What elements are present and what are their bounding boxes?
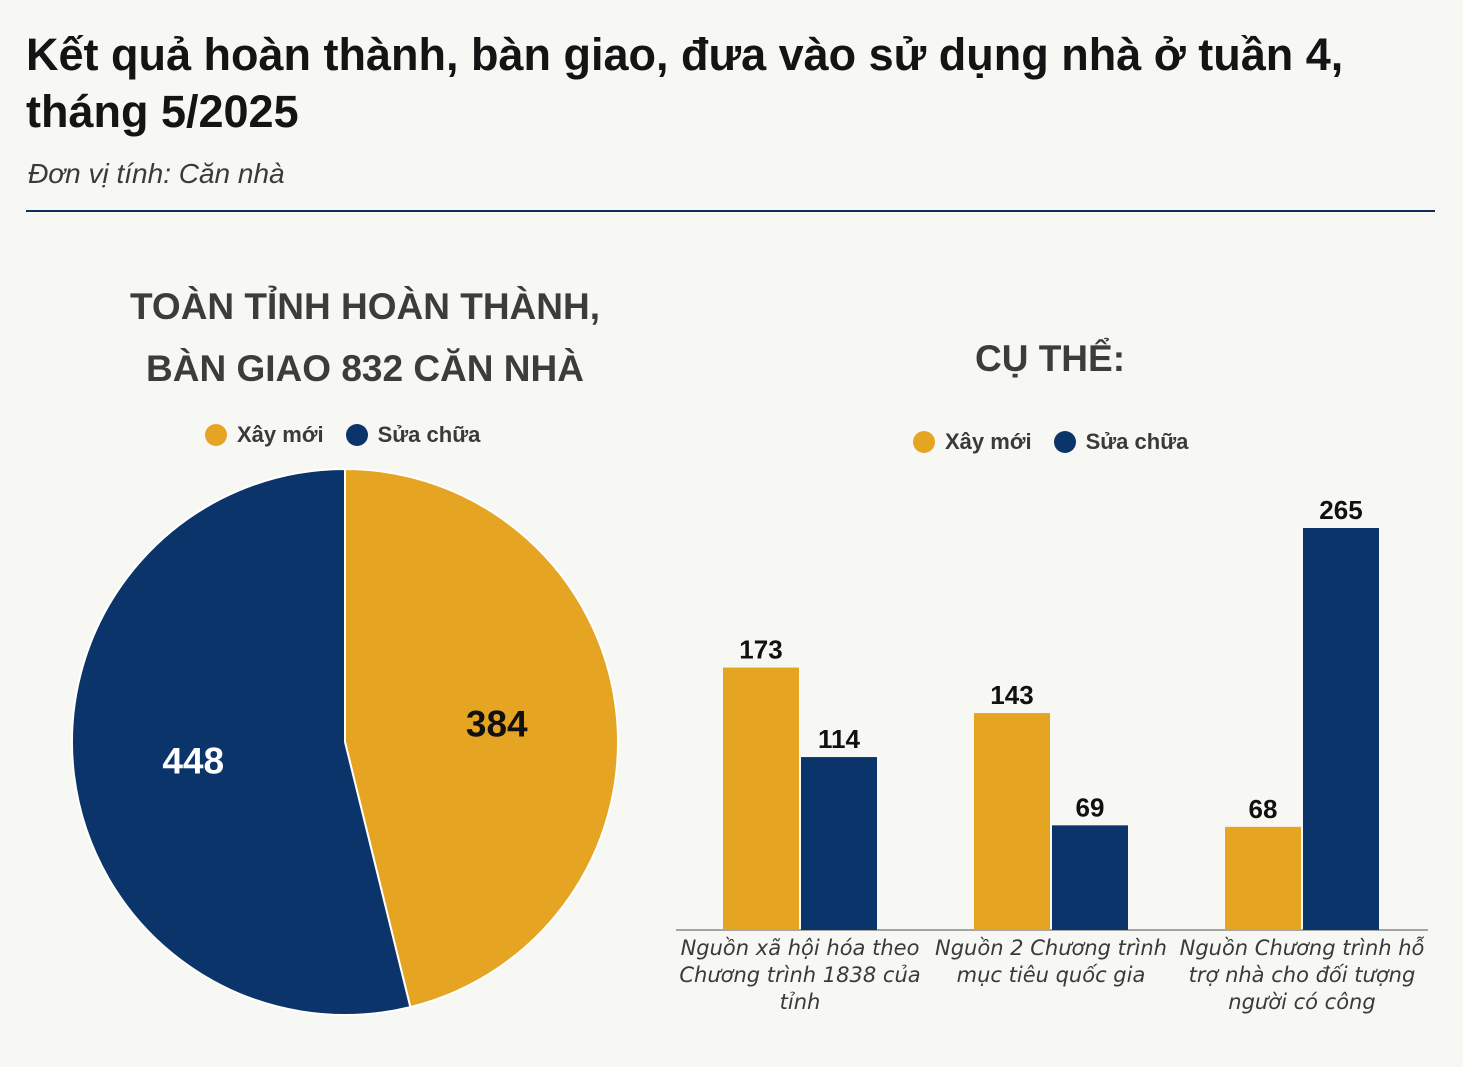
pie-slice-xay-moi [344, 467, 619, 1009]
legend-swatch-sua-chua [1053, 431, 1076, 453]
bar-value-label: 69 [1076, 792, 1105, 822]
unit-subtitle: Đơn vị tính: Căn nhà [28, 158, 285, 189]
bar-sua-chua [1052, 825, 1128, 930]
pie-heading: TOÀN TỈNH HOÀN THÀNH, BÀN GIAO 832 CĂN N… [40, 276, 690, 400]
bar-category-label: Nguồn Chương trình hỗ trợ nhà cho đối tư… [1179, 936, 1425, 1014]
divider [26, 210, 1435, 212]
bar-xay-moi [1225, 826, 1301, 930]
legend-swatch-sua-chua [345, 424, 368, 446]
pie-slice-sua-chua [71, 467, 412, 1016]
bar-sua-chua [801, 757, 877, 930]
bar-xay-moi [974, 713, 1050, 930]
legend-item-sua-chua: Sửa chữa [345, 422, 481, 448]
legend-label-sua-chua: Sửa chữa [1085, 429, 1189, 454]
pie-value-label: 384 [466, 704, 528, 745]
bar-sua-chua [1303, 528, 1379, 930]
legend-label-sua-chua: Sửa chữa [377, 422, 481, 447]
legend-label-xay-moi: Xây mới [945, 429, 1032, 454]
legend-swatch-xay-moi [913, 431, 935, 453]
bar-value-label: 173 [739, 635, 782, 665]
pie-legend: Xây mới Sửa chữa [205, 422, 502, 448]
legend-item-sua-chua: Sửa chữa [1053, 429, 1189, 455]
page-title: Kết quả hoàn thành, bàn giao, đưa vào sử… [26, 29, 1344, 137]
bar-xay-moi [723, 667, 799, 930]
bar-value-label: 143 [990, 680, 1033, 710]
pie-value-label: 448 [162, 740, 224, 781]
bar-heading: CỤ THỂ: [974, 338, 1126, 379]
legend-item-xay-moi: Xây mới [205, 422, 324, 448]
pie-heading-line1: TOÀN TỈNH HOÀN THÀNH, [129, 286, 600, 327]
bar-value-label: 114 [818, 724, 860, 754]
bar-value-label: 68 [1249, 794, 1278, 824]
bar-legend: Xây mới Sửa chữa [913, 429, 1210, 455]
bar-value-label: 265 [1319, 495, 1362, 525]
legend-label-xay-moi: Xây mới [237, 422, 324, 447]
legend-swatch-xay-moi [205, 424, 227, 446]
legend-item-xay-moi: Xây mới [913, 429, 1032, 455]
pie-heading-line2: BÀN GIAO 832 CĂN NHÀ [146, 348, 584, 389]
bar-category-label: Nguồn xã hội hóa theo Chương trình 1838 … [679, 936, 921, 1014]
bar-category-label: Nguồn 2 Chương trình mục tiêu quốc gia [935, 936, 1167, 987]
